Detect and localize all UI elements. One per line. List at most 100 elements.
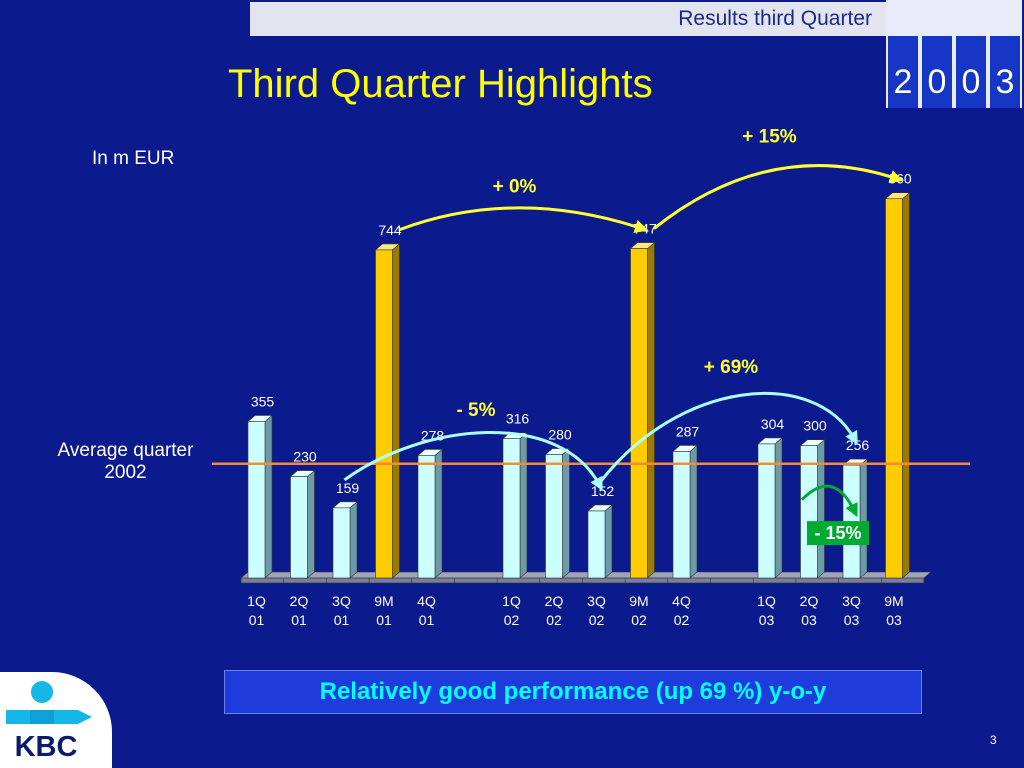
data-label: 280: [548, 427, 572, 443]
data-label: 300: [803, 418, 827, 434]
data-label: 152: [591, 483, 615, 499]
page-number: 3: [990, 733, 997, 747]
year-digit: 0: [961, 63, 981, 101]
bar-side: [647, 241, 655, 579]
bar-front: [587, 510, 606, 579]
x-tick-label: 01: [291, 612, 307, 628]
kbc-logo-icon: KBC: [6, 681, 92, 763]
year-digit-column: 3: [988, 0, 1022, 108]
x-tick-label: 03: [759, 612, 775, 628]
bar: [884, 192, 911, 579]
bar: [417, 448, 443, 579]
x-tick-label: 2Q: [800, 593, 819, 609]
bar-side: [902, 192, 910, 579]
x-tick-label: 9M: [884, 593, 903, 609]
bar-front: [417, 455, 436, 579]
year-digit: 3: [995, 63, 1015, 101]
bar-front: [375, 249, 393, 579]
x-tick-label: 3Q: [332, 593, 351, 609]
bar-side: [264, 414, 273, 579]
change-label: + 69%: [704, 357, 759, 378]
x-tick-label: 02: [631, 612, 647, 628]
change-arrow: [653, 164, 904, 230]
change-label: - 5%: [456, 400, 495, 421]
bar-front: [545, 454, 563, 579]
bar-side: [392, 243, 400, 579]
year-digit-column: 2: [886, 0, 920, 108]
bar: [587, 504, 613, 579]
year-block: 2 0 0 3: [886, 0, 1024, 112]
bar-side: [349, 501, 358, 579]
x-tick-label: 02: [504, 612, 520, 628]
bar-front: [502, 438, 521, 579]
data-label: 860: [888, 171, 912, 187]
change-label: - 15%: [814, 523, 861, 543]
bar-side: [604, 504, 613, 579]
bar-side: [562, 447, 570, 579]
data-label: 304: [761, 416, 785, 432]
x-tick-label: 1Q: [502, 593, 521, 609]
data-label: 747: [633, 221, 657, 237]
year-digit: 0: [927, 63, 947, 101]
change-arrow: [800, 484, 858, 518]
x-tick-label: 4Q: [417, 593, 436, 609]
data-label: 230: [293, 449, 317, 465]
conclusion-text: Relatively good performance (up 69 %) y-…: [319, 678, 827, 705]
bar-front: [672, 451, 691, 579]
bar-side: [689, 444, 698, 579]
slide-title: Third Quarter Highlights: [228, 62, 653, 106]
bar-side: [817, 439, 825, 579]
section-title: Results third Quarter: [678, 7, 872, 30]
bar: [289, 469, 316, 579]
x-tick-label: 1Q: [757, 593, 776, 609]
x-tick-label: 03: [844, 612, 860, 628]
section-header-bar: Results third Quarter: [250, 2, 890, 36]
bar: [757, 437, 783, 579]
bar-front: [290, 476, 308, 579]
x-tick-label: 03: [886, 612, 902, 628]
bar: [544, 447, 571, 579]
change-arrow: [598, 391, 858, 484]
x-tick-label: 03: [801, 612, 817, 628]
bar-front: [885, 198, 903, 579]
x-tick-label: 2Q: [290, 593, 309, 609]
kbc-logo: KBC: [0, 672, 112, 768]
data-label: 744: [378, 222, 402, 238]
bar: [672, 444, 698, 579]
x-tick-label: 01: [334, 612, 350, 628]
average-quarter-label: Average quarter 2002: [57, 440, 194, 483]
x-tick-label: 9M: [374, 593, 393, 609]
change-arrow: [343, 431, 603, 491]
bar-front: [630, 248, 648, 579]
bar: [799, 439, 826, 579]
change-arrow: [398, 206, 649, 233]
bar-side: [307, 469, 315, 579]
bar-front: [800, 445, 818, 579]
year-digit-column: 0: [920, 0, 954, 108]
x-tick-label: 02: [546, 612, 562, 628]
logo-text: KBC: [15, 731, 78, 763]
x-tick-label: 4Q: [672, 593, 691, 609]
bar-front: [332, 507, 351, 579]
bar-side: [434, 448, 443, 579]
x-tick-label: 01: [376, 612, 392, 628]
bar: [332, 501, 358, 579]
bar-front: [247, 421, 266, 579]
bar-side: [519, 431, 528, 579]
x-tick-label: 3Q: [842, 593, 861, 609]
x-tick-label: 02: [589, 612, 605, 628]
x-tick-label: 02: [674, 612, 690, 628]
bar: [842, 458, 868, 579]
conclusion-banner: Relatively good performance (up 69 %) y-…: [224, 670, 922, 714]
data-label: 159: [336, 480, 360, 496]
bar-side: [859, 458, 868, 579]
data-label: 355: [251, 393, 275, 409]
x-tick-label: 01: [419, 612, 435, 628]
data-label: 287: [676, 423, 700, 439]
x-tick-label: 2Q: [545, 593, 564, 609]
x-tick-label: 1Q: [247, 593, 266, 609]
year-digit: 2: [893, 63, 913, 101]
change-label-box: [807, 521, 869, 546]
